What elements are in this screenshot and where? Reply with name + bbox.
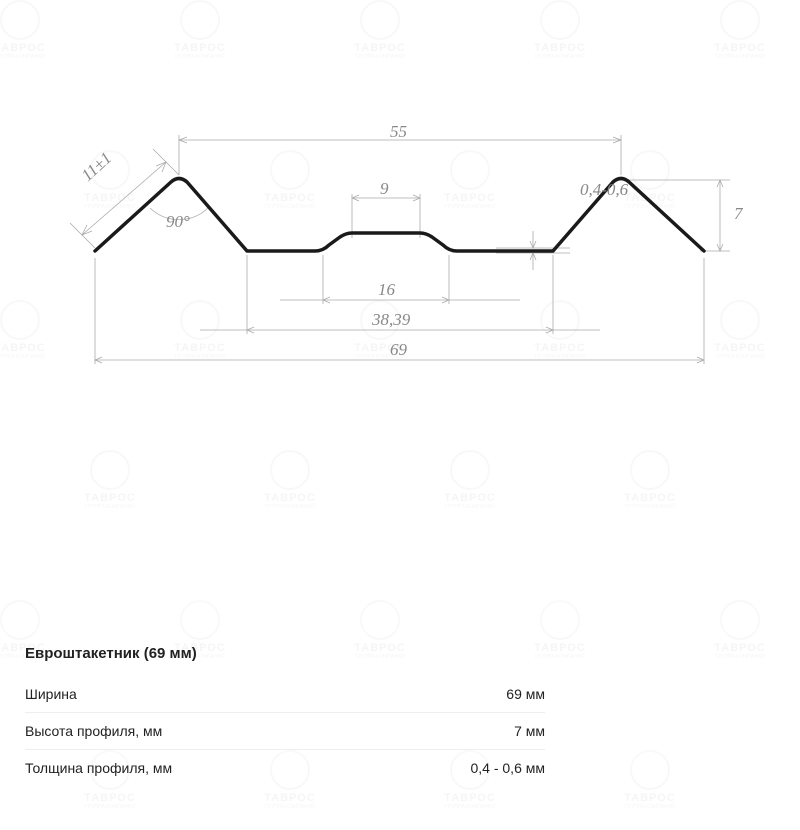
dim-69: 69 (390, 340, 407, 360)
dim-55: 55 (390, 122, 407, 142)
dim-thickness: 0,4-0,6 (580, 180, 628, 200)
spec-value: 0,4 - 0,6 мм (470, 760, 545, 776)
dim-height: 7 (734, 204, 743, 224)
dim-90: 90° (166, 212, 190, 232)
spec-label: Ширина (25, 686, 77, 702)
spec-row: Ширина 69 мм (25, 676, 545, 713)
spec-section: Евроштакетник (69 мм) Ширина 69 мм Высот… (25, 645, 545, 786)
dim-3839: 38,39 (372, 310, 410, 330)
dim-9: 9 (380, 179, 389, 199)
spec-row: Толщина профиля, мм 0,4 - 0,6 мм (25, 750, 545, 786)
dim-16: 16 (378, 280, 395, 300)
profile-diagram: 55 11±1 90° 9 16 38,39 69 0,4-0,6 7 (40, 120, 760, 420)
spec-row: Высота профиля, мм 7 мм (25, 713, 545, 750)
spec-title: Евроштакетник (69 мм) (25, 645, 545, 662)
spec-label: Толщина профиля, мм (25, 760, 172, 776)
spec-value: 7 мм (514, 723, 545, 739)
spec-value: 69 мм (506, 686, 545, 702)
profile-svg (40, 120, 760, 440)
spec-label: Высота профиля, мм (25, 723, 162, 739)
